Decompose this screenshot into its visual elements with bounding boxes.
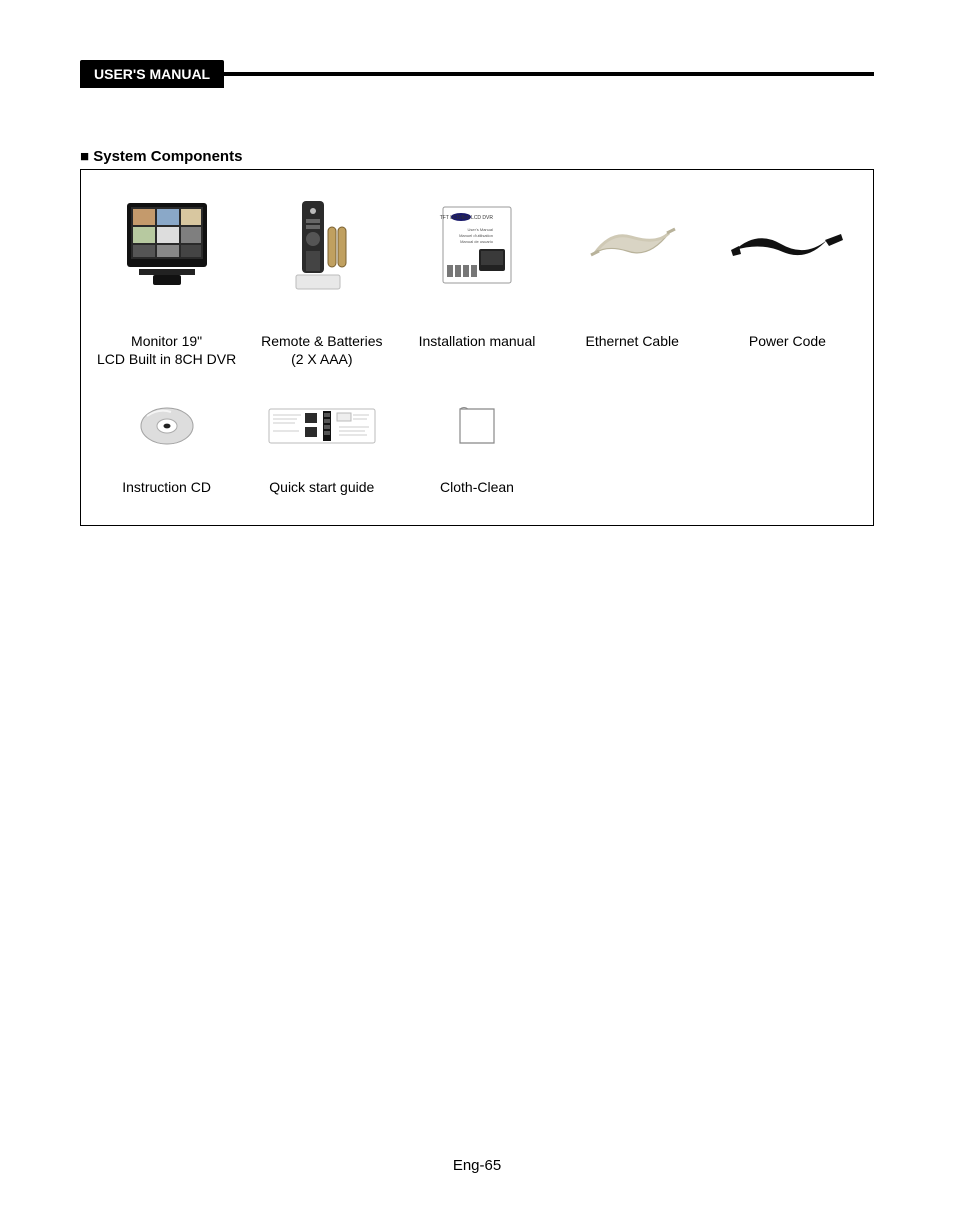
svg-text:Manual de usuario: Manual de usuario [460, 239, 494, 244]
section-title-text: System Components [93, 148, 242, 165]
manual-header: USER'S MANUAL [80, 60, 874, 88]
header-rule [224, 72, 874, 76]
component-label-line1: Ethernet Cable [586, 332, 679, 350]
components-row-1: Monitor 19" LCD Built in 8CH DVR [89, 184, 865, 378]
component-monitor: Monitor 19" LCD Built in 8CH DVR [89, 184, 244, 378]
component-label-line1: Quick start guide [269, 478, 374, 496]
component-label-line1: Cloth-Clean [440, 478, 514, 496]
component-cloth-clean: Cloth-Clean [399, 378, 554, 506]
header-tab-label: USER'S MANUAL [94, 66, 210, 82]
component-empty [710, 378, 865, 506]
page-number: Eng-65 [0, 1157, 954, 1174]
section-title: ■ System Components [80, 148, 874, 165]
component-empty [555, 378, 710, 506]
header-tab: USER'S MANUAL [80, 60, 224, 88]
power-cord-icon [727, 190, 847, 300]
component-label-line1: Remote & Batteries [261, 332, 382, 350]
component-ethernet-cable: Ethernet Cable [555, 184, 710, 378]
svg-text:User's Manual: User's Manual [468, 227, 494, 232]
component-remote: Remote & Batteries (2 X AAA) [244, 184, 399, 378]
quick-start-icon [267, 396, 377, 456]
cd-icon [137, 396, 197, 456]
component-label-line2: (2 X AAA) [261, 350, 382, 368]
component-label-line1: Power Code [749, 332, 826, 350]
component-label-line1: Instruction CD [122, 478, 211, 496]
components-row-2: Instruction CD [89, 378, 865, 506]
svg-text:TFT LCD/8ch LCD DVR: TFT LCD/8ch LCD DVR [440, 215, 494, 221]
ethernet-cable-icon [577, 190, 687, 300]
component-label-line2: LCD Built in 8CH DVR [97, 350, 236, 368]
component-power-cord: Power Code [710, 184, 865, 378]
component-label-line1: Installation manual [419, 332, 536, 350]
section-bullet: ■ [80, 148, 89, 165]
component-instruction-cd: Instruction CD [89, 378, 244, 506]
remote-icon [282, 190, 362, 300]
cloth-icon [452, 396, 502, 456]
component-quick-start-guide: Quick start guide [244, 378, 399, 506]
component-installation-manual: TFT LCD/8ch LCD DVR User's Manual Manuel… [399, 184, 554, 378]
monitor-icon [119, 190, 215, 300]
manual-icon: TFT LCD/8ch LCD DVR User's Manual Manuel… [433, 190, 521, 300]
components-box: Monitor 19" LCD Built in 8CH DVR [80, 169, 874, 526]
svg-text:Manuel d'utilisation: Manuel d'utilisation [459, 233, 493, 238]
component-label-line1: Monitor 19" [97, 332, 236, 350]
